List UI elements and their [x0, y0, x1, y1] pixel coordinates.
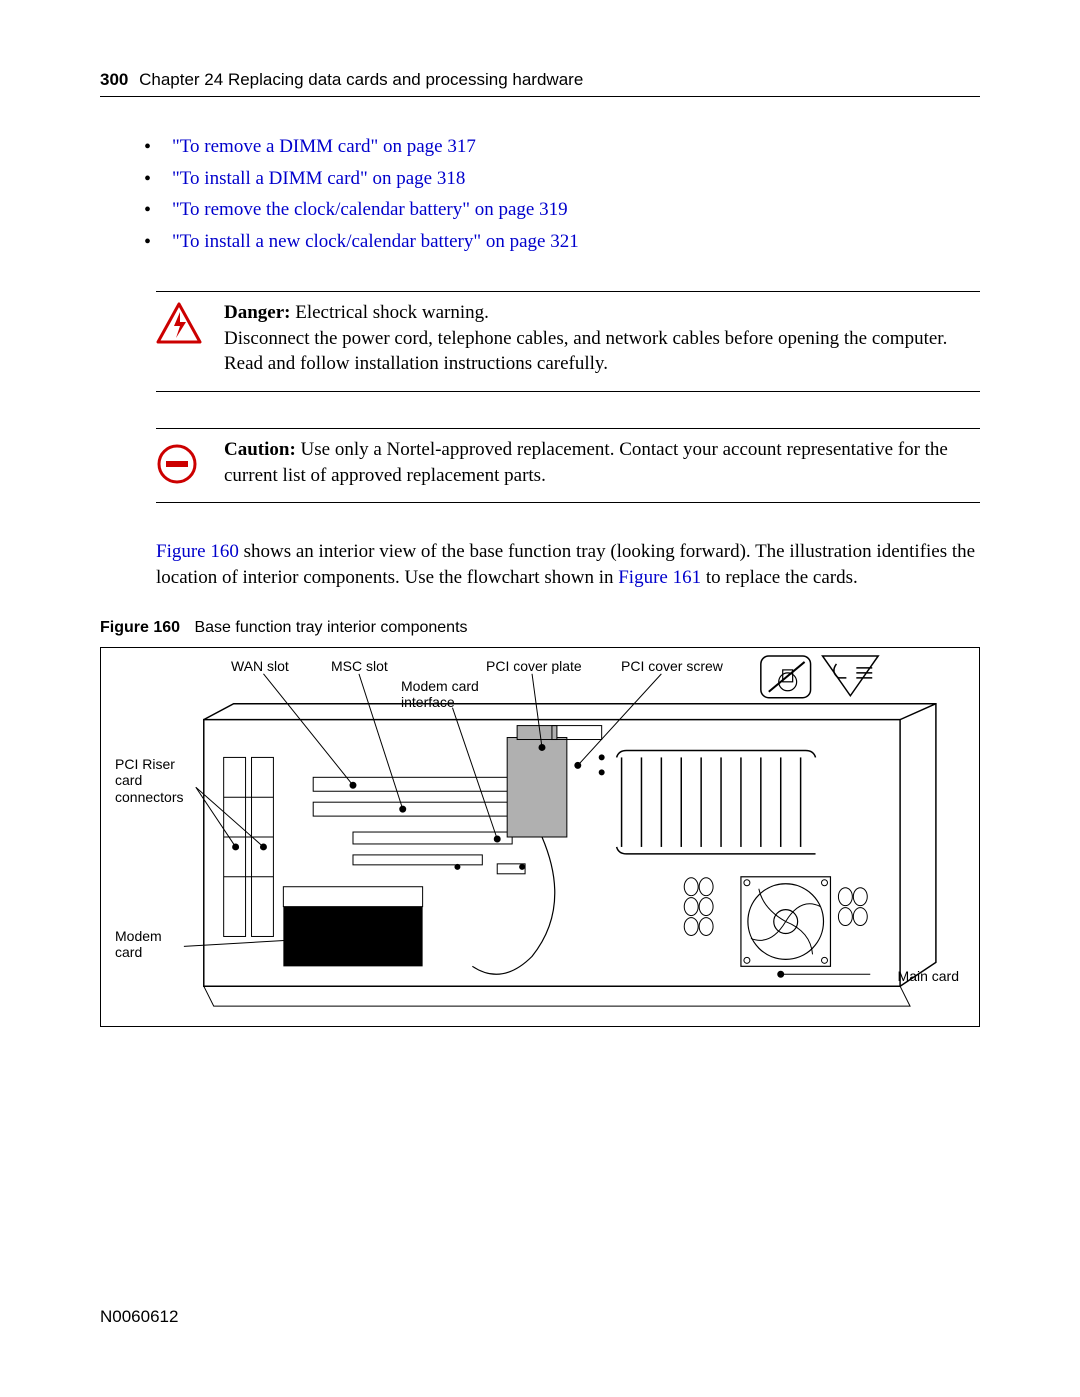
- page-number: 300: [100, 70, 128, 89]
- body-paragraph: Figure 160 shows an interior view of the…: [156, 539, 980, 590]
- label-pci-cover-screw: PCI cover screw: [621, 658, 723, 675]
- label-modem-card: Modem card: [115, 928, 162, 962]
- link-list: "To remove a DIMM card" on page 317 "To …: [172, 133, 980, 255]
- caution-lead: Caution:: [224, 439, 296, 460]
- label-msc-slot: MSC slot: [331, 658, 388, 675]
- figure-link[interactable]: Figure 160: [156, 541, 239, 562]
- label-pci-cover-plate: PCI cover plate: [486, 658, 582, 675]
- link-item[interactable]: "To remove a DIMM card" on page 317: [172, 133, 980, 161]
- label-modem-interface: Modem card interface: [401, 678, 479, 712]
- caution-body: Use only a Nortel-approved replacement. …: [224, 439, 948, 486]
- label-main-card: Main card: [898, 968, 959, 985]
- label-pci-riser: PCI Riser card connectors: [115, 756, 183, 806]
- caution-icon: [156, 437, 208, 488]
- danger-title: Electrical shock warning.: [290, 302, 488, 323]
- figure-number: Figure 160: [100, 619, 180, 636]
- danger-icon: [156, 300, 208, 377]
- figure-link[interactable]: Figure 161: [618, 567, 701, 588]
- figure-diagram: WAN slot MSC slot Modem card interface P…: [100, 647, 980, 1027]
- caution-text: Caution: Use only a Nortel-approved repl…: [224, 437, 980, 488]
- danger-body: Disconnect the power cord, telephone cab…: [224, 328, 947, 375]
- page: 300 Chapter 24 Replacing data cards and …: [0, 0, 1080, 1397]
- figure-caption: Figure 160 Base function tray interior c…: [100, 619, 980, 637]
- link-item[interactable]: "To install a DIMM card" on page 318: [172, 165, 980, 193]
- link-item[interactable]: "To remove the clock/calendar battery" o…: [172, 196, 980, 224]
- diagram-svg: [101, 648, 979, 1026]
- caution-callout: Caution: Use only a Nortel-approved repl…: [156, 428, 980, 503]
- danger-text: Danger: Electrical shock warning. Discon…: [224, 300, 980, 377]
- danger-callout: Danger: Electrical shock warning. Discon…: [156, 291, 980, 392]
- para-text: to replace the cards.: [701, 567, 858, 588]
- link-item[interactable]: "To install a new clock/calendar battery…: [172, 228, 980, 256]
- doc-number: N0060612: [100, 1307, 178, 1327]
- chapter-title: Chapter 24 Replacing data cards and proc…: [139, 70, 583, 89]
- danger-lead: Danger:: [224, 302, 290, 323]
- label-wan-slot: WAN slot: [231, 658, 289, 675]
- figure-title: Base function tray interior components: [194, 619, 467, 636]
- page-header: 300 Chapter 24 Replacing data cards and …: [100, 70, 980, 97]
